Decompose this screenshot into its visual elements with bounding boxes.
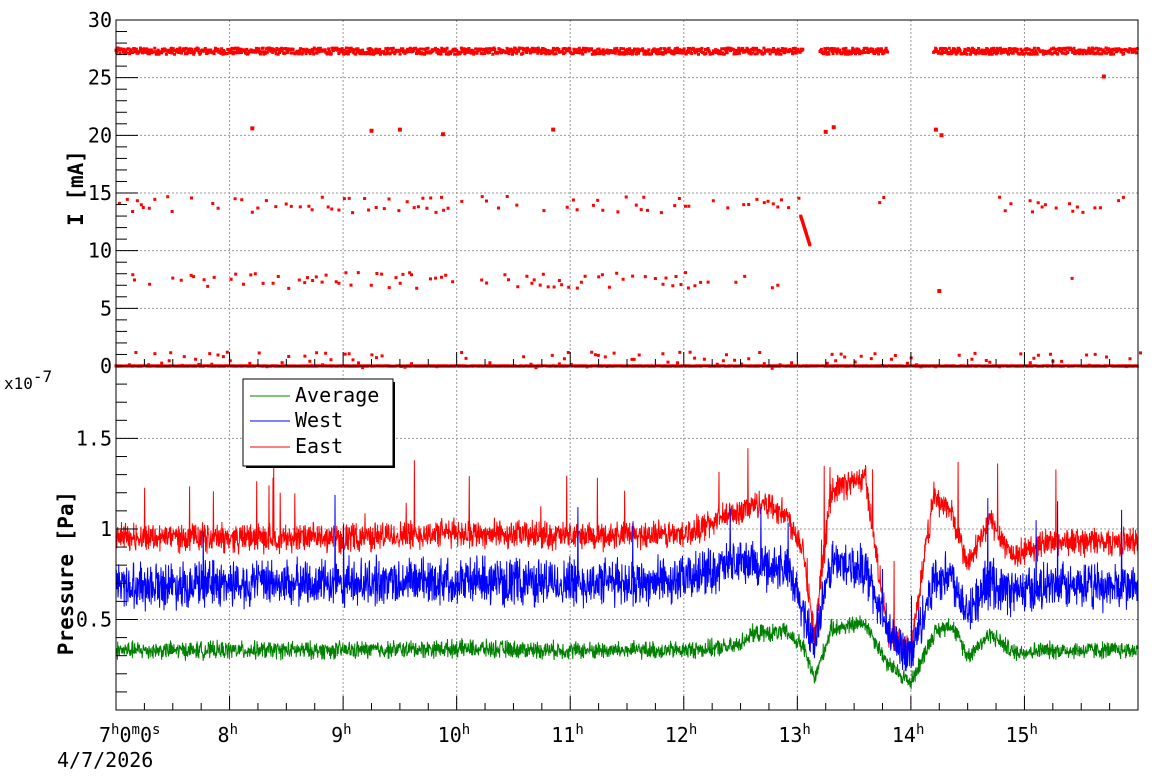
current-y-tick-label: 10 <box>88 239 112 263</box>
x-tick-label: 11h <box>551 722 584 747</box>
pressure-series-west <box>115 494 1139 672</box>
x-tick-label: 13h <box>778 722 811 747</box>
x-tick-label: 15h <box>1005 722 1038 747</box>
x-tick-label-start: 7h0m0s <box>99 722 160 747</box>
pressure-series-east <box>115 448 1139 659</box>
x-tick-label: 8h <box>218 722 238 747</box>
legend-box <box>242 378 394 467</box>
current-y-tick-label: 0 <box>100 354 112 378</box>
x-tick-label: 10h <box>438 722 471 747</box>
pressure-y-tick-label: 1.5 <box>76 426 112 450</box>
current-y-tick-label: 5 <box>100 296 112 320</box>
time-x-axis: 7h0m0s 8h 9h 10h 11h 12h 13h 14h 15h 4/7/2026 <box>57 352 1139 772</box>
pressure-y-scale-factor: x10-7 <box>4 367 52 393</box>
current-grid <box>116 20 1138 366</box>
x-axis-date: 4/7/2026 <box>57 748 153 772</box>
legend: Average West East <box>242 378 395 468</box>
legend-label-east: East <box>295 434 343 458</box>
current-y-axis-title: I [mA] <box>64 150 88 226</box>
current-y-tick-label: 25 <box>88 66 112 90</box>
pressure-panel: 0.5 1 1.5 Pressure [Pa] x10-7 Average West… <box>4 365 1139 711</box>
legend-label-west: West <box>295 408 343 432</box>
x-tick-label: 9h <box>331 722 351 747</box>
legend-entry-east: East <box>250 434 343 458</box>
pressure-marks <box>115 448 1139 690</box>
pressure-y-ticks: 0.5 1 1.5 <box>76 383 138 693</box>
current-panel: 0 5 10 15 20 25 30 I [mA] <box>64 8 1142 378</box>
current-y-tick-label: 30 <box>88 8 112 32</box>
current-series-points <box>114 46 1142 370</box>
current-y-tick-label: 20 <box>88 123 112 147</box>
pressure-y-axis-title: Pressure [Pa] <box>54 491 78 655</box>
pressure-y-scale-exponent: -7 <box>33 367 52 386</box>
current-y-tick-label: 15 <box>88 181 112 205</box>
current-marks <box>114 46 1142 370</box>
pressure-y-tick-label: 1 <box>100 517 112 541</box>
x-tick-label: 14h <box>892 722 925 747</box>
legend-label-average: Average <box>295 383 379 407</box>
legend-entry-average: Average <box>250 383 379 407</box>
x-tick-label: 12h <box>665 722 698 747</box>
x-ticks: 7h0m0s 8h 9h 10h 11h 12h 13h 14h 15h <box>99 352 1139 747</box>
current-y-ticks: 0 5 10 15 20 25 30 <box>88 8 138 378</box>
legend-entry-west: West <box>250 408 343 432</box>
pressure-y-tick-label: 0.5 <box>76 607 112 631</box>
pressure-series-average <box>115 615 1139 690</box>
